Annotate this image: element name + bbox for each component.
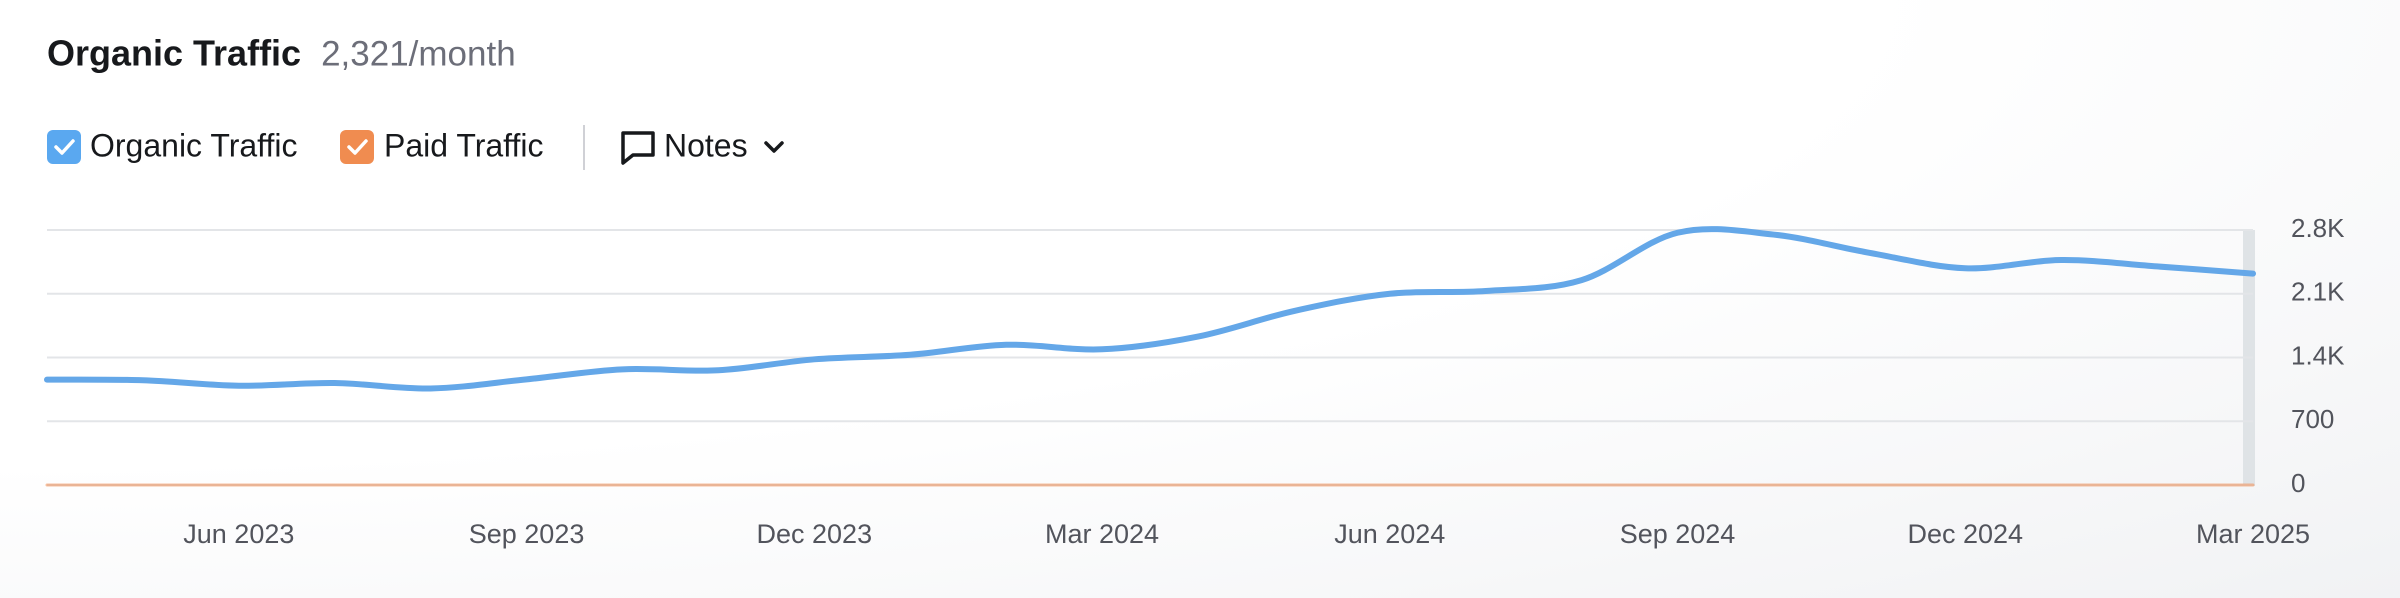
notes-label: Notes xyxy=(664,127,748,163)
legend: Organic Traffic Paid Traffic Notes xyxy=(47,125,784,170)
check-icon xyxy=(54,139,75,155)
x-tick-label: Sep 2024 xyxy=(1620,519,1736,549)
x-tick-label: Dec 2024 xyxy=(1907,519,2023,549)
notes-icon xyxy=(621,131,655,165)
y-tick-label: 1.4K xyxy=(2291,340,2345,370)
legend-label: Paid Traffic xyxy=(384,127,543,163)
x-tick-label: Mar 2025 xyxy=(2196,519,2310,549)
x-tick-label: Jun 2024 xyxy=(1334,519,1445,549)
chevron xyxy=(764,141,784,153)
x-tick-label: Jun 2023 xyxy=(183,519,294,549)
notes-button[interactable]: Notes xyxy=(621,127,784,165)
x-tick-label: Mar 2024 xyxy=(1045,519,1159,549)
chart-subtitle: 2,321/month xyxy=(321,34,516,73)
checkbox[interactable] xyxy=(47,130,81,164)
checkbox[interactable] xyxy=(340,130,374,164)
y-tick-label: 700 xyxy=(2291,404,2334,434)
legend-label: Organic Traffic xyxy=(90,127,297,163)
legend-paid[interactable]: Paid Traffic xyxy=(340,127,543,164)
x-tick-label: Sep 2023 xyxy=(469,519,585,549)
y-tick-label: 2.1K xyxy=(2291,277,2345,307)
x-tick-label: Dec 2023 xyxy=(757,519,873,549)
check-icon xyxy=(347,139,368,155)
series-line xyxy=(44,226,2256,392)
legend-organic[interactable]: Organic Traffic xyxy=(47,127,297,164)
y-tick-label: 0 xyxy=(2291,468,2305,498)
chart-title: Organic Traffic xyxy=(47,33,301,74)
y-tick-label: 2.8K xyxy=(2291,213,2345,243)
